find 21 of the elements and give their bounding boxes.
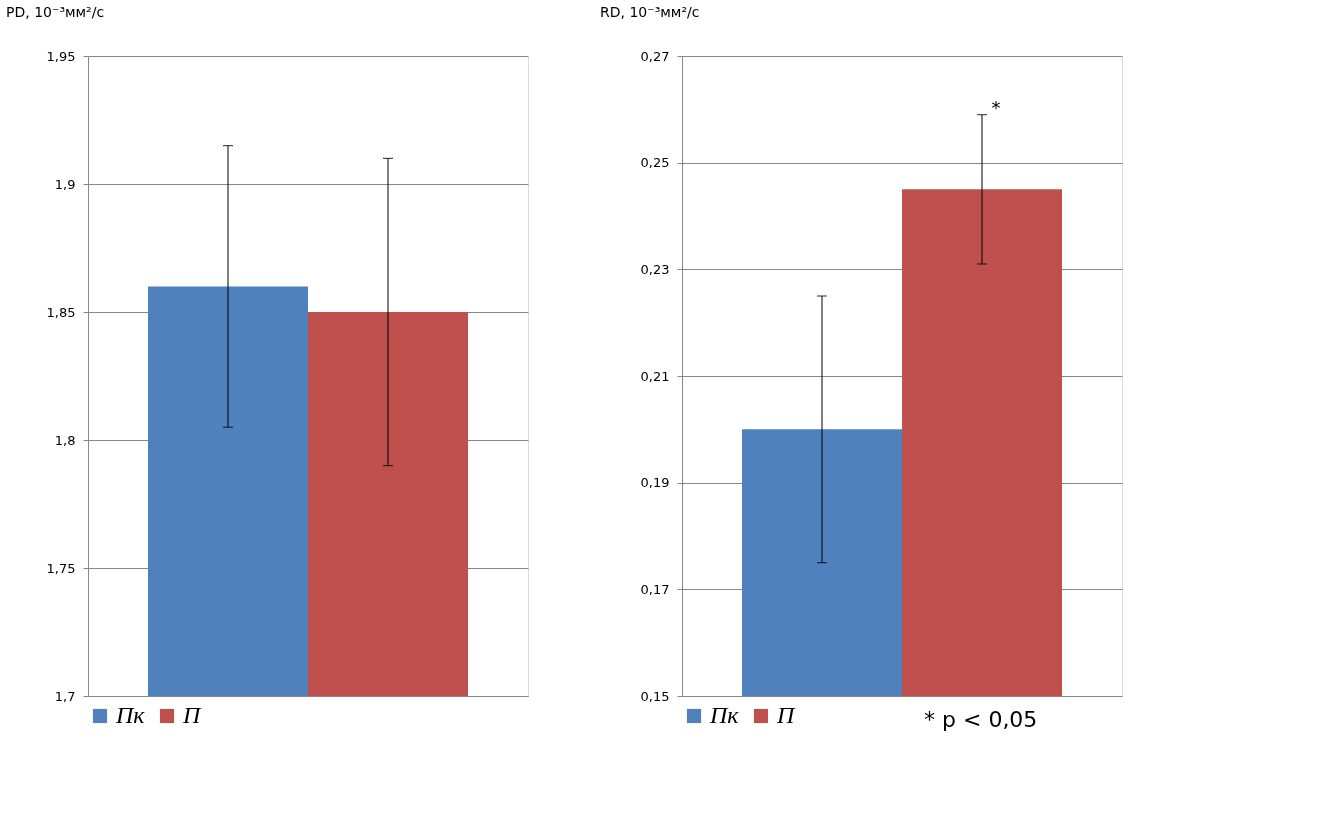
- text: * p < 0,05: [924, 707, 1038, 732]
- y-tick-label: 1,85: [46, 304, 76, 320]
- legend-label: Пк: [709, 702, 740, 728]
- y-tick-label: 0,21: [640, 368, 670, 384]
- annotation: *: [991, 96, 1001, 118]
- legend-label: Пк: [115, 702, 146, 728]
- y-tick-label: 0,27: [640, 48, 670, 64]
- chart-title: RD, 10⁻³мм²/с: [600, 4, 700, 20]
- y-tick-label: 1,7: [54, 688, 76, 704]
- legend-label: П: [776, 702, 796, 728]
- y-tick-label: 1,9: [54, 176, 76, 192]
- y-tick-label: 0,25: [640, 155, 670, 171]
- y-tick-label: 0,23: [640, 261, 670, 277]
- legend-label: П: [182, 702, 202, 728]
- chart-title: PD, 10⁻³мм²/с: [6, 4, 105, 20]
- y-tick-label: 1,8: [54, 432, 76, 448]
- y-tick-label: 1,75: [46, 560, 76, 576]
- y-tick-label: 0,17: [640, 581, 670, 597]
- y-tick-label: 0,15: [640, 688, 670, 704]
- y-tick-label: 0,19: [640, 475, 670, 491]
- y-tick-label: 1,95: [46, 48, 76, 64]
